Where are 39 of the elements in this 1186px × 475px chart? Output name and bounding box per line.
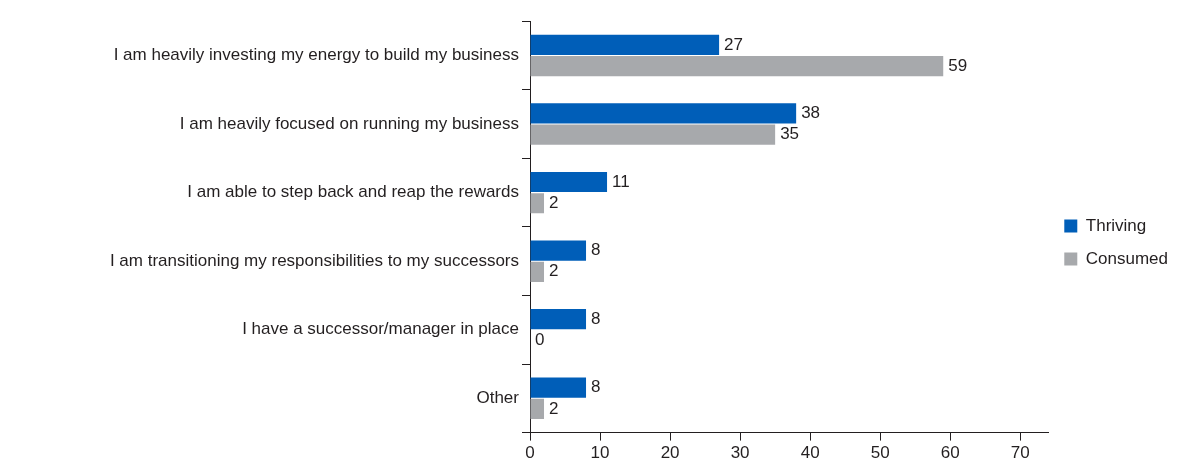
data-label: 2 — [549, 192, 559, 212]
data-label: 38 — [801, 103, 821, 123]
bar — [530, 34, 720, 55]
legend-label: Thriving — [1085, 215, 1147, 235]
data-label: 2 — [549, 261, 559, 281]
bar — [530, 261, 545, 282]
legend-label: Consumed — [1085, 248, 1169, 268]
y-tick-label: I am heavily focused on running my business — [179, 113, 519, 133]
y-tick-label: I am transitioning my responsibilities to my successors — [109, 250, 519, 270]
data-label: 59 — [948, 55, 968, 75]
data-label: 8 — [591, 308, 601, 328]
data-label: 27 — [724, 34, 744, 54]
y-tick-label: I am heavily investing my energy to build my business — [113, 45, 519, 65]
x-tick-label: 60 — [940, 443, 960, 463]
data-label: 35 — [780, 124, 800, 144]
data-label: 8 — [591, 240, 601, 260]
data-label: 0 — [535, 330, 545, 350]
x-tick-label: 0 — [525, 443, 535, 463]
data-label: 8 — [591, 377, 601, 397]
bar — [530, 124, 776, 145]
x-tick-label: 20 — [660, 443, 680, 463]
data-label: 11 — [612, 171, 630, 191]
x-tick-label: 50 — [870, 443, 890, 463]
bar — [530, 103, 797, 124]
bar — [530, 398, 545, 420]
x-tick-label: 70 — [1010, 443, 1030, 463]
x-tick-label: 30 — [730, 443, 750, 463]
bar — [530, 171, 608, 193]
y-tick-label: Other — [476, 388, 520, 407]
y-tick-label: I have a successor/manager in place — [242, 319, 519, 339]
bar — [530, 377, 587, 398]
bar — [530, 240, 587, 261]
y-tick-label: I am able to step back and reap the rewards — [187, 182, 519, 202]
bar — [530, 56, 944, 77]
bar — [530, 193, 545, 214]
bar — [530, 309, 587, 330]
x-tick-label: 40 — [800, 443, 820, 463]
data-label: 2 — [549, 398, 559, 418]
x-tick-label: 10 — [590, 443, 610, 463]
